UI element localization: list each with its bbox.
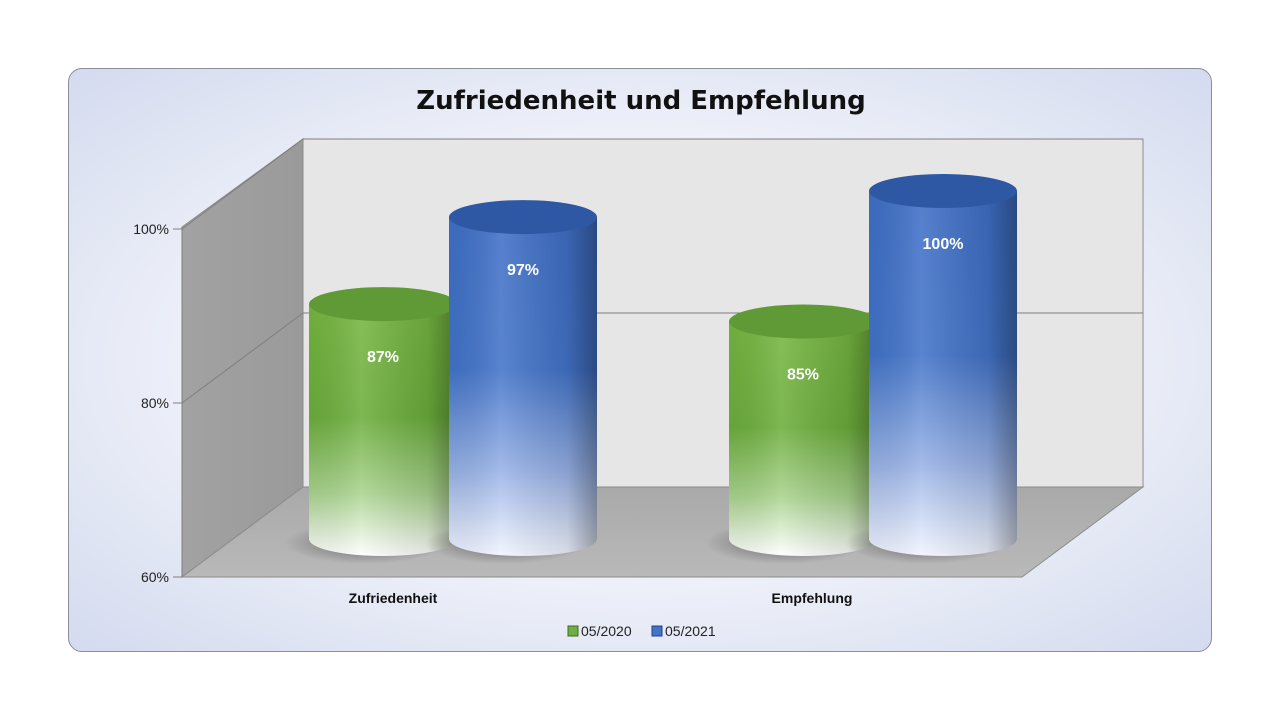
data-label-empfehlung-05-2020: 85% bbox=[787, 367, 819, 384]
y-tick-label-80: 80% bbox=[141, 395, 169, 411]
y-axis: 60% 80% 100% bbox=[133, 221, 183, 585]
legend-label-05-2020: 05/2020 bbox=[581, 623, 632, 639]
bar-shading bbox=[309, 304, 457, 556]
bar-shading bbox=[729, 321, 877, 556]
bar-zufriedenheit-05-2021: 97% bbox=[425, 200, 597, 564]
bar-shading bbox=[869, 191, 1017, 556]
bar-empfehlung-05-2020: 85% bbox=[705, 304, 877, 564]
legend-label-05-2021: 05/2021 bbox=[665, 623, 716, 639]
bars: 87% 97% 85% 100% bbox=[285, 174, 1017, 564]
data-label-zufriedenheit-05-2021: 97% bbox=[507, 262, 539, 279]
chart-title: Zufriedenheit und Empfehlung bbox=[416, 86, 865, 116]
chart-svg: Zufriedenheit und Empfehlung 60%80%100% … bbox=[133, 86, 1145, 639]
bar-shading bbox=[449, 217, 597, 556]
data-label-zufriedenheit-05-2020: 87% bbox=[367, 349, 399, 366]
data-label-empfehlung-05-2021: 100% bbox=[923, 236, 964, 253]
legend-item-05-2020: 05/2020 bbox=[567, 623, 632, 639]
legend-swatch-05-2021 bbox=[651, 625, 663, 637]
legend: 05/2020 05/2021 bbox=[567, 623, 716, 639]
legend-swatch-05-2020 bbox=[567, 625, 579, 637]
bar-top bbox=[309, 287, 457, 322]
legend-item-05-2021: 05/2021 bbox=[651, 623, 716, 639]
chart-frame: Zufriedenheit und Empfehlung 60% 80% 100% … bbox=[68, 68, 1212, 652]
bar-empfehlung-05-2021: 100% bbox=[845, 174, 1017, 564]
y-tick-label-60: 60% bbox=[141, 569, 169, 585]
bar-top bbox=[449, 200, 597, 235]
bar-top bbox=[869, 174, 1017, 208]
bar-top bbox=[729, 304, 877, 339]
bar-zufriedenheit-05-2020: 87% bbox=[285, 287, 457, 564]
category-label-zufriedenheit: Zufriedenheit bbox=[349, 590, 438, 606]
gridline-100 bbox=[181, 138, 1143, 230]
category-axis: Zufriedenheit Empfehlung bbox=[349, 590, 853, 606]
y-tick-label-100: 100% bbox=[133, 221, 169, 237]
category-label-empfehlung: Empfehlung bbox=[772, 590, 853, 606]
